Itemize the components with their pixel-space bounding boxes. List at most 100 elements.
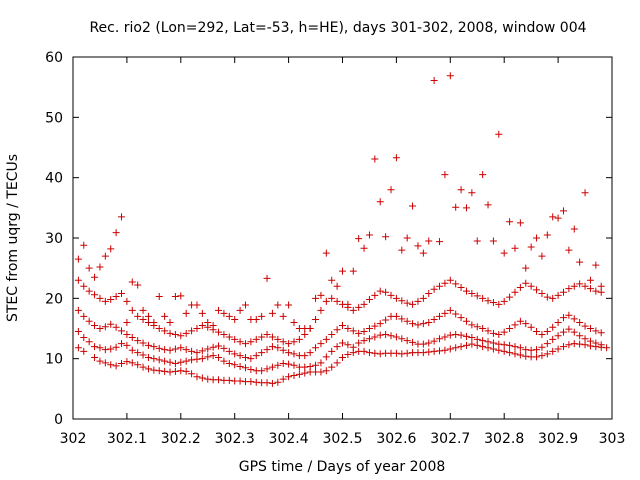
data-point (500, 341, 508, 349)
data-point (586, 276, 594, 284)
data-point (290, 350, 298, 358)
data-point (274, 361, 282, 369)
data-point (409, 320, 417, 328)
data-point (462, 341, 470, 349)
data-point (382, 331, 390, 339)
x-tick-label: 302.4 (269, 431, 309, 447)
data-point (204, 353, 212, 361)
data-point (339, 339, 346, 347)
data-point (371, 333, 379, 341)
data-point (441, 309, 449, 317)
data-point (457, 283, 465, 291)
data-point (96, 357, 104, 365)
data-point (538, 290, 546, 298)
x-tick-label: 302.6 (376, 431, 416, 447)
data-point (274, 335, 282, 343)
data-point (268, 379, 276, 387)
data-point (506, 218, 514, 226)
data-point (241, 340, 249, 348)
data-point (333, 297, 341, 305)
data-point (134, 349, 142, 357)
data-point (96, 325, 104, 332)
data-point (462, 287, 470, 295)
data-point (225, 347, 233, 355)
data-point (247, 366, 255, 374)
data-point (538, 252, 546, 260)
data-point (489, 329, 497, 337)
data-point (398, 297, 406, 305)
data-point (559, 343, 567, 351)
data-point (522, 264, 530, 272)
data-point (241, 353, 249, 361)
data-point (473, 237, 481, 245)
data-point (484, 327, 492, 335)
data-point (403, 299, 411, 307)
data-point (139, 363, 147, 371)
data-point (349, 343, 357, 351)
data-point (479, 325, 487, 332)
data-point (96, 344, 104, 352)
data-point (576, 280, 584, 288)
data-point (538, 343, 546, 351)
data-point (473, 292, 481, 300)
data-point (268, 343, 276, 351)
data-point (155, 325, 163, 332)
data-point (533, 353, 541, 361)
data-point (236, 363, 244, 371)
data-point (252, 315, 260, 323)
data-point (188, 370, 196, 378)
data-point (360, 337, 368, 345)
data-point (328, 347, 336, 355)
data-point (543, 231, 551, 239)
data-point (182, 329, 190, 337)
data-point (479, 343, 487, 351)
data-point (392, 333, 400, 341)
data-point (182, 367, 190, 375)
data-point (101, 323, 109, 331)
data-point (215, 306, 223, 314)
data-point (365, 296, 373, 304)
data-point (101, 359, 109, 367)
data-point (166, 318, 174, 326)
data-point (161, 327, 169, 335)
data-point (91, 353, 99, 361)
data-point (398, 315, 406, 323)
data-point (241, 364, 249, 372)
data-point (268, 363, 276, 371)
data-point (150, 318, 158, 326)
data-point (436, 312, 444, 320)
data-point (182, 309, 190, 317)
data-point (409, 338, 417, 346)
data-point (215, 328, 223, 336)
x-tick-labels: 302 302.1 302.2 302.3 302.4 302.5 302.6 302.7 30… (60, 431, 626, 447)
data-point (317, 368, 325, 376)
data-point (576, 340, 584, 348)
data-point (263, 274, 271, 282)
data-point (306, 325, 314, 332)
data-point (312, 294, 320, 302)
data-point (144, 341, 152, 349)
data-point (597, 288, 605, 296)
data-point (204, 345, 212, 353)
data-point (80, 347, 88, 355)
data-point (489, 299, 497, 307)
data-point (225, 333, 233, 341)
data-point (495, 340, 503, 348)
data-point (500, 297, 508, 305)
data-point (80, 282, 88, 290)
data-point (371, 322, 379, 330)
data-point (414, 297, 422, 305)
data-point (139, 315, 147, 323)
x-tick-label: 303 (599, 431, 626, 447)
data-point (177, 358, 185, 366)
data-point (112, 229, 120, 237)
x-tick-label: 302.5 (322, 431, 362, 447)
data-point (452, 310, 460, 318)
data-point (570, 328, 578, 336)
data-point (371, 349, 379, 357)
data-point (317, 291, 325, 299)
data-point (193, 349, 201, 357)
data-point (376, 198, 384, 206)
data-point (107, 245, 115, 253)
data-point (339, 353, 346, 361)
